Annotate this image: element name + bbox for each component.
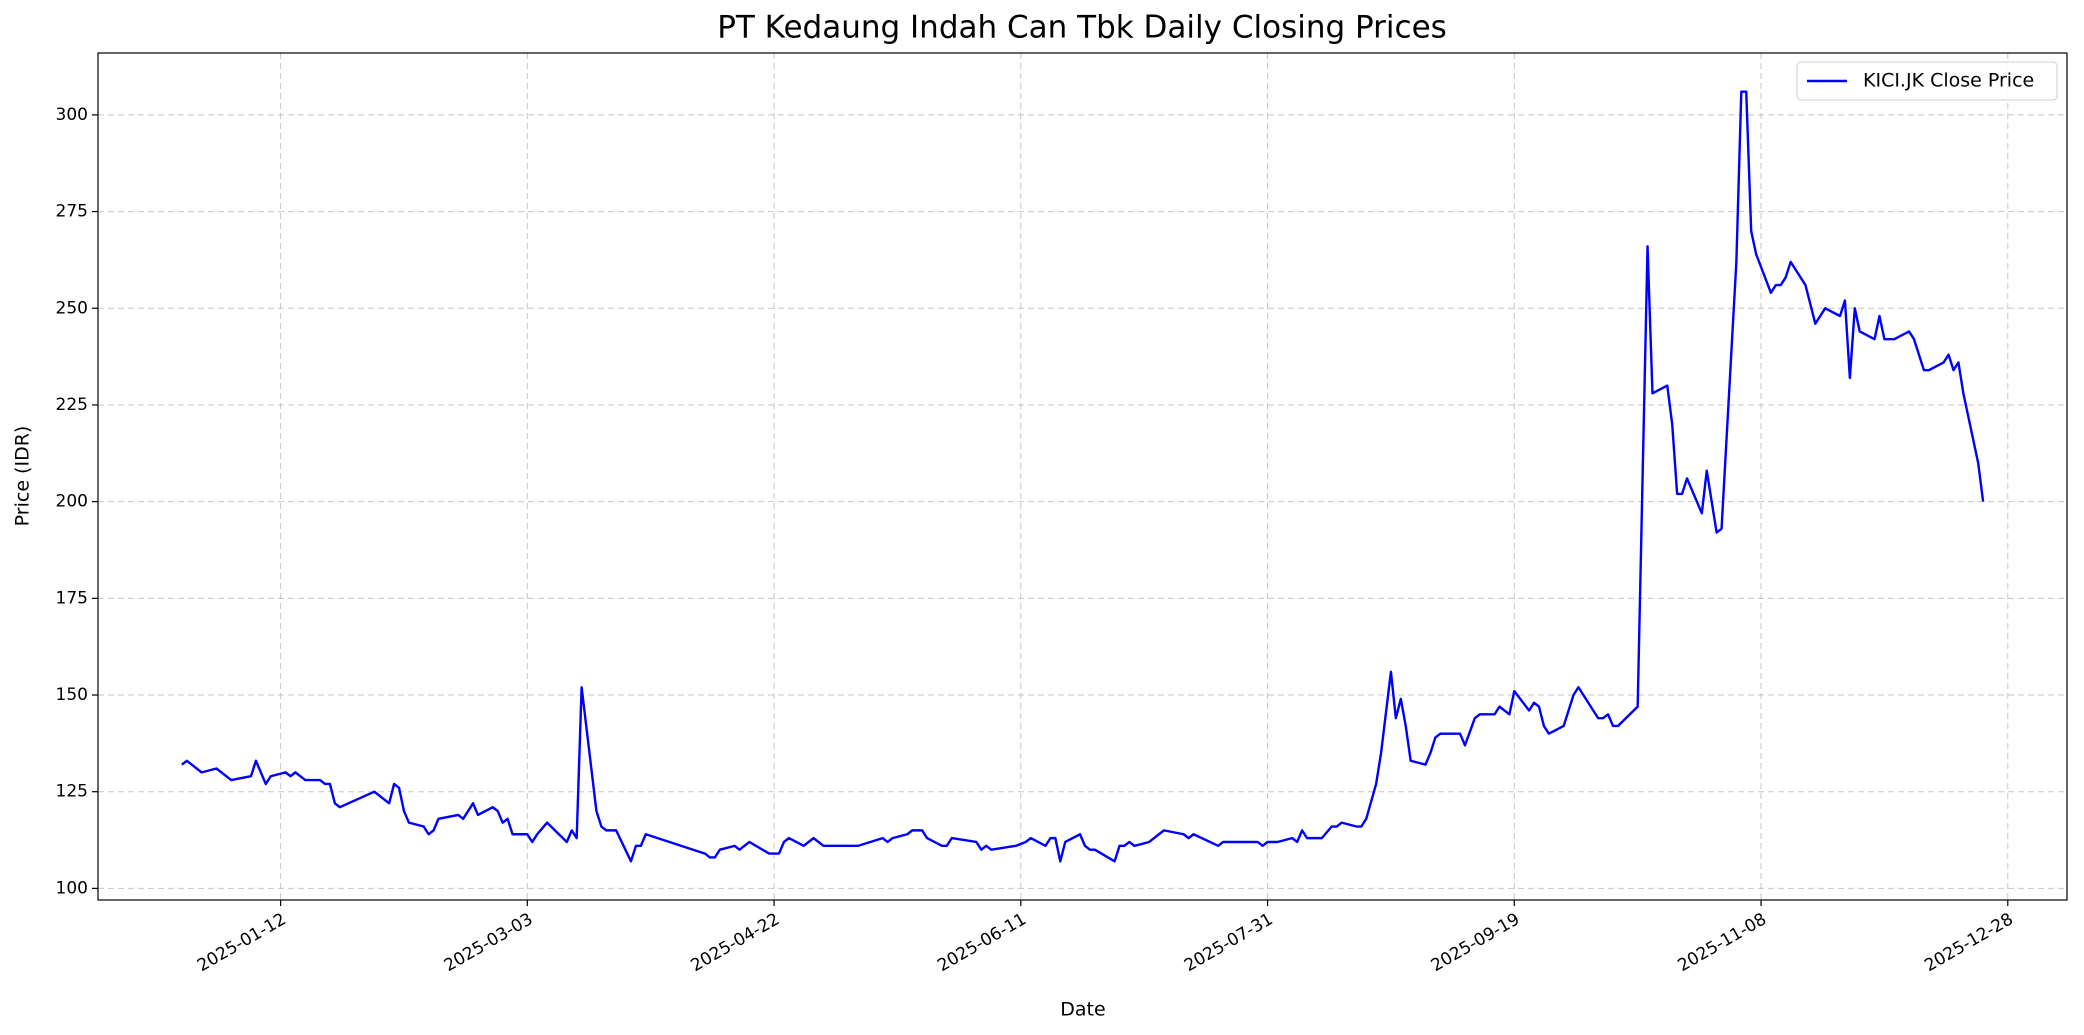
y-tick-label: 100 [56, 878, 88, 898]
y-tick-label: 275 [56, 202, 88, 222]
x-tick-label: 2025-07-31 [1181, 909, 1277, 976]
x-tick-label: 2025-09-19 [1428, 909, 1524, 976]
y-tick-label: 125 [56, 782, 88, 802]
y-tick-label: 200 [56, 492, 88, 512]
x-tick-label: 2025-11-08 [1674, 909, 1770, 976]
y-tick-label: 175 [56, 588, 88, 608]
y-tick-label: 250 [56, 298, 88, 318]
y-tick-label: 150 [56, 685, 88, 705]
y-tick-label: 225 [56, 395, 88, 415]
x-tick-label: 2025-06-11 [934, 909, 1030, 976]
x-tick-label: 2025-12-28 [1921, 909, 2017, 976]
chart-title: PT Kedaung Indah Can Tbk Daily Closing P… [717, 10, 1447, 46]
y-tick-label: 300 [56, 105, 88, 125]
legend-box [1796, 61, 2058, 101]
x-tick-label: 2025-04-22 [688, 909, 784, 976]
y-axis-label: Price (IDR) [12, 426, 34, 527]
plot-frame [97, 52, 2068, 901]
x-tick-label: 2025-01-12 [194, 909, 290, 976]
x-axis-label: Date [1060, 999, 1105, 1021]
legend-label: KICI.JK Close Price [1863, 70, 2034, 92]
legend: KICI.JK Close Price [1796, 61, 2058, 101]
x-tick-label: 2025-03-03 [441, 909, 537, 976]
price-line [181, 90, 1985, 863]
